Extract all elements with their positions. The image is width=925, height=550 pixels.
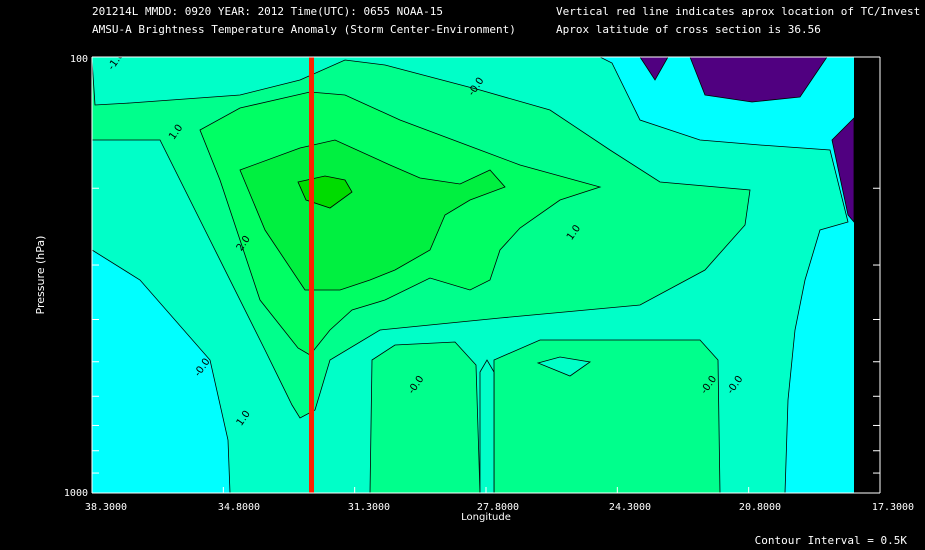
contour-interval-note: Contour Interval = 0.5K — [755, 534, 908, 547]
x-tick-label-2: 31.3000 — [348, 502, 390, 513]
y-minor-ticks — [92, 56, 880, 494]
x-tick-label-6: 17.3000 — [872, 502, 914, 513]
y-tick-label-100: 100 — [70, 54, 88, 65]
x-tick-label-1: 34.8000 — [218, 502, 260, 513]
band-purple — [91, 56, 855, 224]
header-line1-right: Vertical red line indicates aprox locati… — [556, 5, 921, 18]
band-lower-closed — [536, 356, 592, 377]
x-tick-label-3: 27.8000 — [477, 502, 519, 513]
header-line2-right: Aprox latitude of cross section is 36.56 — [556, 23, 821, 36]
x-axis-title: Longitude — [461, 512, 511, 523]
x-tick-label-0: 38.3000 — [85, 502, 127, 513]
band-green2 — [239, 139, 506, 291]
x-tick-label-5: 20.8000 — [739, 502, 781, 513]
x-ticks — [91, 487, 881, 493]
header-line2-left: AMSU-A Brightness Temperature Anomaly (S… — [92, 23, 516, 36]
plot-right-margin — [854, 57, 862, 493]
y-axis-title: Pressure (hPa) — [34, 236, 47, 315]
contour-fill — [91, 56, 862, 494]
band-lower-aqua-gap — [479, 359, 495, 494]
x-tick-label-4: 24.3000 — [609, 502, 651, 513]
band-lower-spring — [369, 339, 721, 494]
header-line1-left: 201214L MMDD: 0920 YEAR: 2012 Time(UTC):… — [92, 5, 443, 18]
y-tick-label-1000: 1000 — [64, 488, 88, 499]
